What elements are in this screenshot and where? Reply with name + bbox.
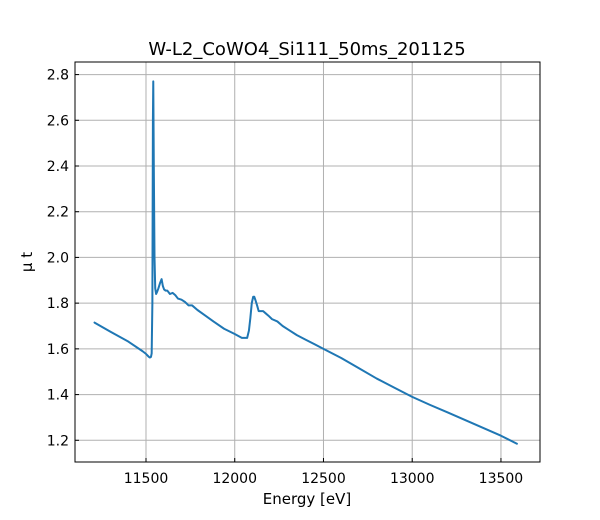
y-tick-label: 1.8: [47, 296, 69, 312]
x-tick-label: 12500: [301, 471, 346, 487]
x-tick-label: 13000: [390, 471, 435, 487]
x-tick-label: 13500: [479, 471, 524, 487]
x-tick-label: 11500: [124, 471, 169, 487]
y-tick-label: 1.4: [47, 388, 69, 404]
chart-title: W-L2_CoWO4_Si111_50ms_201125: [148, 39, 465, 60]
y-tick-label: 2.8: [47, 68, 69, 84]
y-axis-label: μ t: [18, 252, 36, 272]
plot-area-frame: [74, 61, 541, 463]
y-tick-label: 1.6: [47, 342, 69, 358]
y-tick-label: 2.6: [47, 113, 69, 129]
series-layer: [93, 80, 518, 445]
y-tick-label: 2.0: [47, 250, 69, 266]
y-tick-label: 1.2: [47, 433, 69, 449]
series-line: [93, 80, 518, 445]
y-tick-label: 2.4: [47, 159, 69, 175]
x-tick-label: 12000: [212, 471, 257, 487]
ticks: 11500 12000 12500 13000 13500 1.2 1.4 1.6 1.8 2.0…: [47, 68, 523, 487]
x-axis-label: Energy [eV]: [263, 490, 351, 508]
y-tick-label: 2.2: [47, 205, 69, 221]
